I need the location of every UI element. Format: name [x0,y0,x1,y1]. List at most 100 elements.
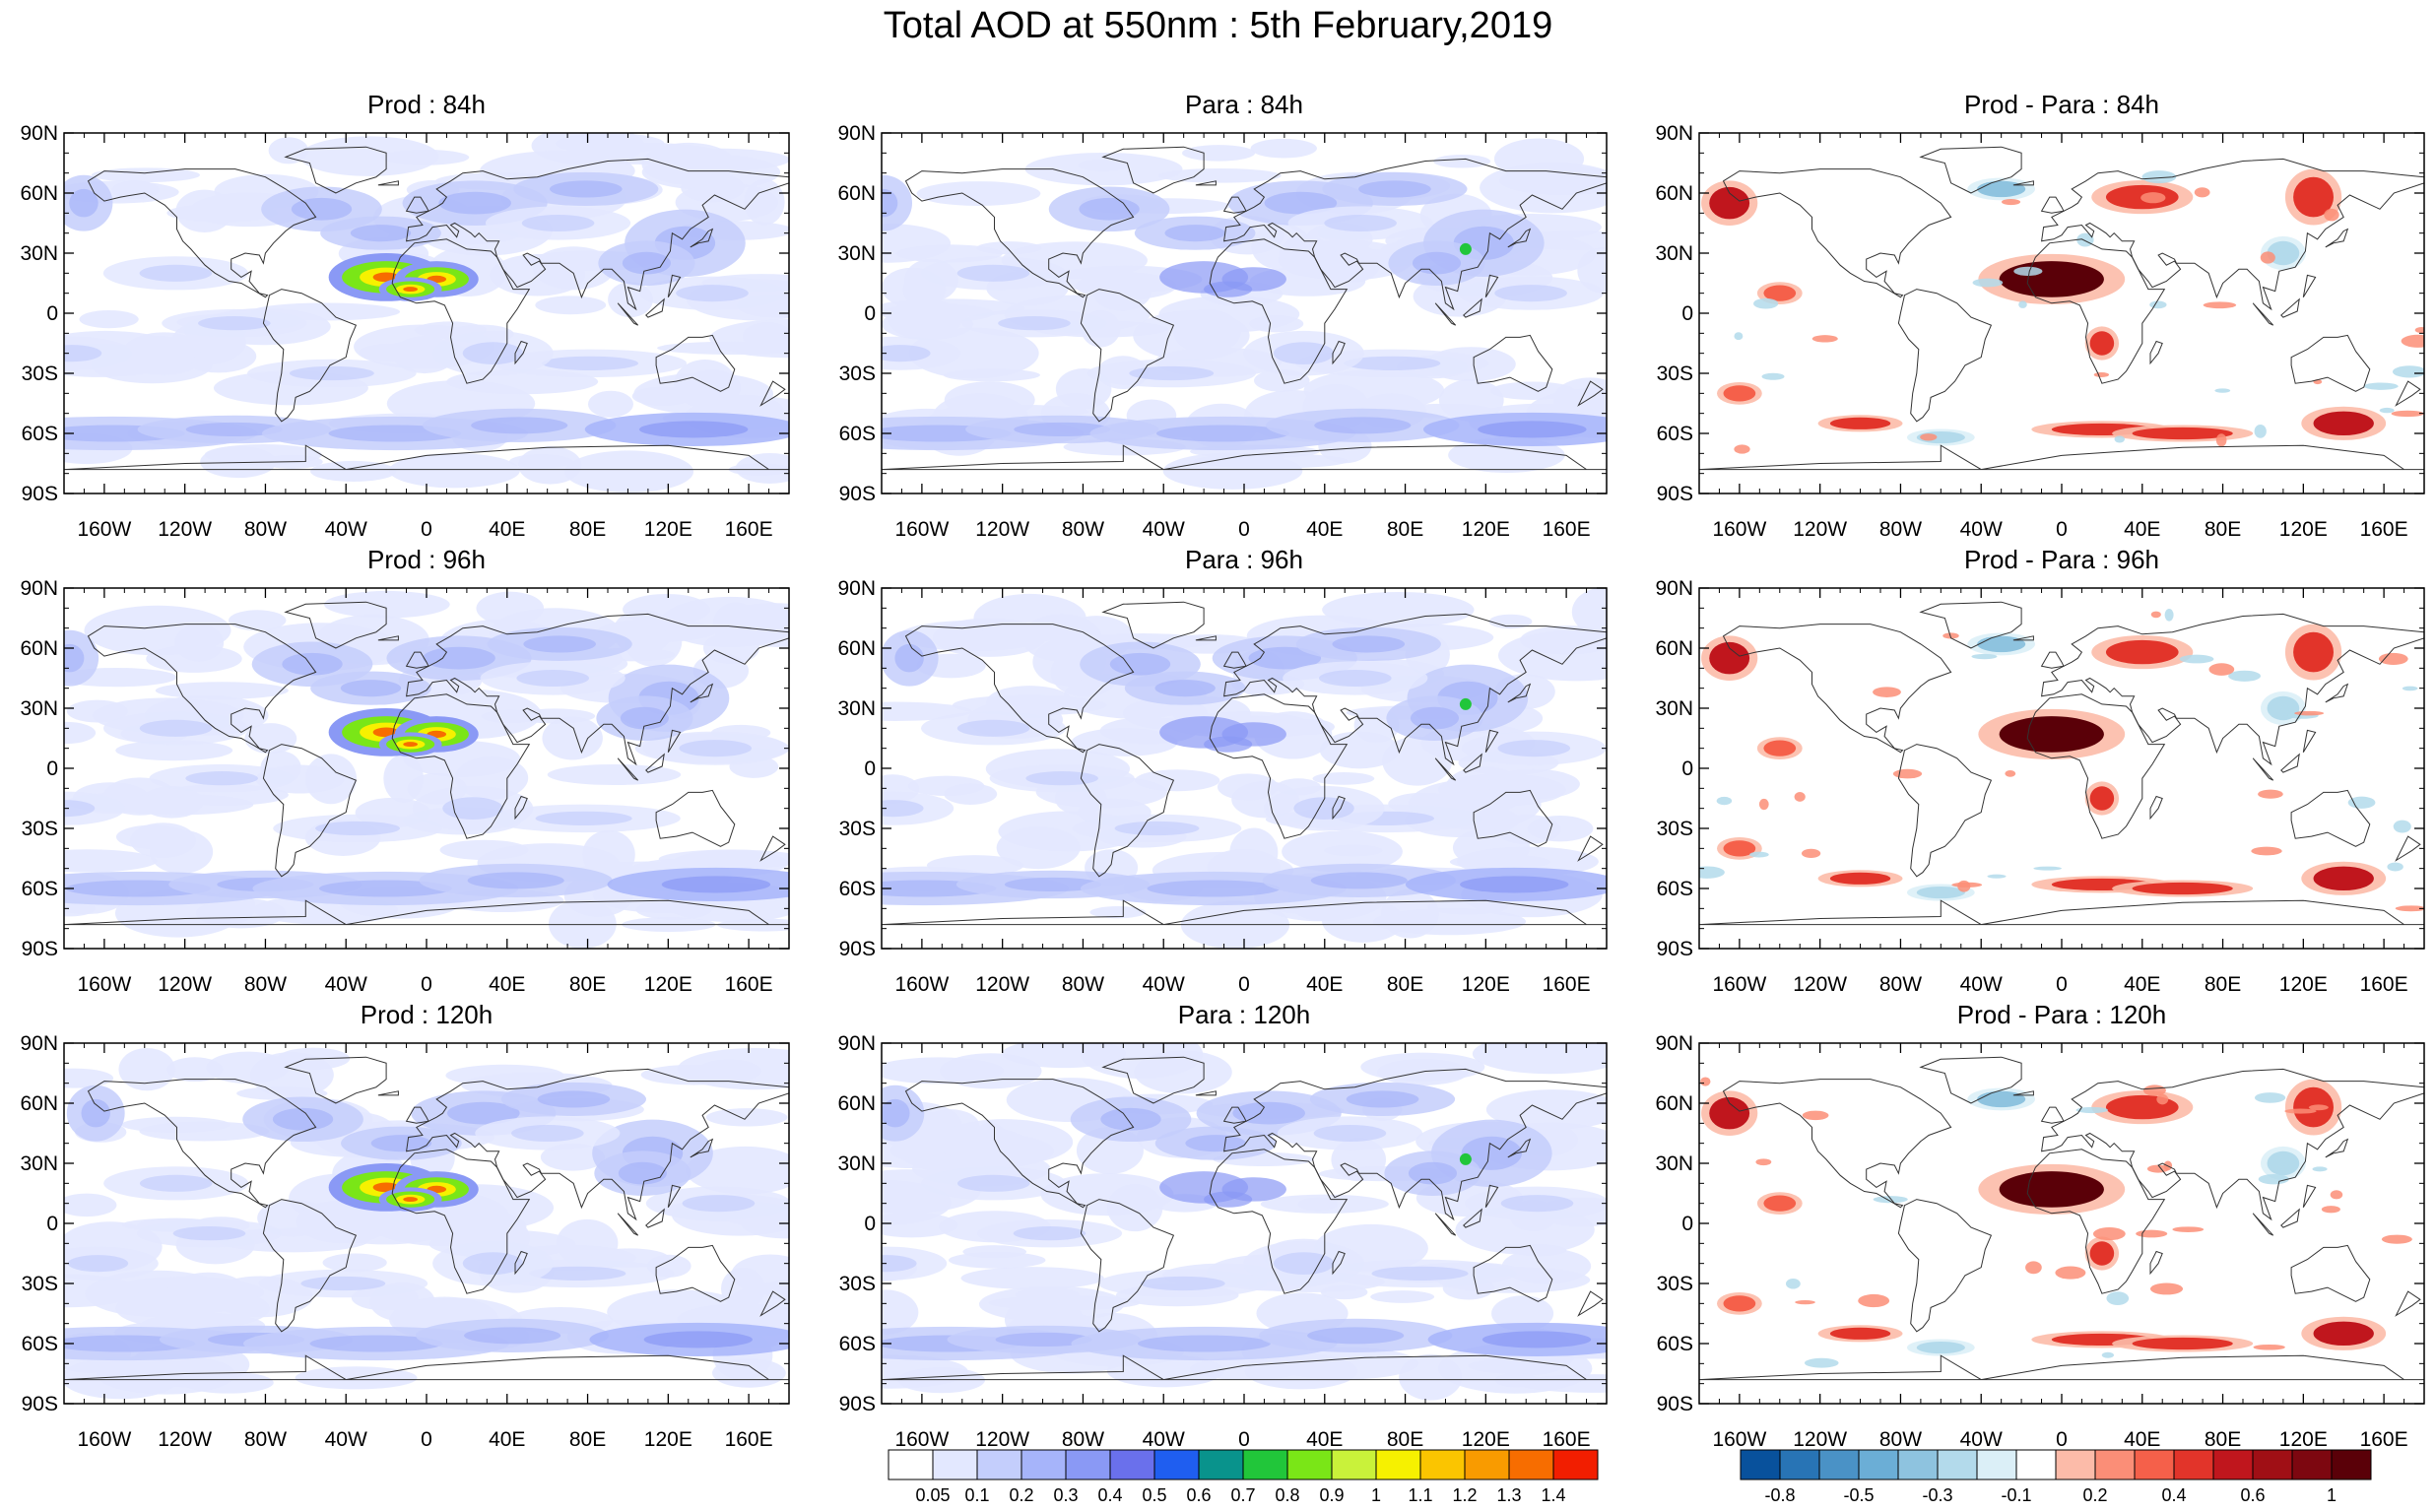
lon-tick-label: 80E [1387,973,1423,996]
lat-tick-label: 30N [837,697,876,720]
colorbar-label: 0.8 [1275,1485,1299,1505]
lon-tick-label: 120E [1462,1428,1510,1451]
map-svg: Prod - Para : 84h 90N 60N 30N 0 30S 60S 90S 160W… [1655,90,2425,541]
lat-tick-label: 60N [837,637,876,660]
lat-tick-label: 90N [1655,1032,1693,1055]
lon-tick-label: 160E [725,518,773,541]
colorbar-label: 0.2 [1009,1485,1033,1505]
colorbar-swatch [1508,1449,1554,1480]
lat-tick-label: 30N [20,697,58,720]
lon-tick-label: 40E [1306,1428,1343,1451]
panel-title: Para : 120h [1178,1000,1310,1029]
lat-tick-label: 90S [1657,1393,1693,1415]
lat-tick-label: 60S [22,1333,58,1355]
colorbar-label: 0.1 [964,1485,989,1505]
lat-tick-label: 0 [864,302,876,325]
lon-tick-label: 0 [1238,973,1250,996]
lat-tick-label: 30S [22,362,58,385]
map-svg: Prod : 84h 90N 60N 30N 0 30S 60S 90S 160W 120W 80W… [20,90,790,541]
lat-tick-label: 30N [1655,242,1693,265]
colorbar-swatch [1065,1449,1111,1480]
map-svg: Prod - Para : 120h 90N 60N 30N 0 30S 60S 90S 160… [1655,1000,2425,1451]
map-svg: Prod : 120h 90N 60N 30N 0 30S 60S 90S 160W 120W 80… [20,1000,790,1451]
lon-tick-label: 160E [2360,973,2408,996]
lat-tick-label: 90S [22,938,58,960]
panel-diff-120h: Prod - Para : 120h 90N 60N 30N 0 30S 60S 90S 160… [1635,994,2425,1451]
lon-tick-label: 80W [1879,1428,1922,1451]
colorbar-label: 0.5 [1142,1485,1166,1505]
colorbar-label: -0.8 [1764,1485,1795,1505]
lat-tick-label: 60N [837,1092,876,1115]
lat-tick-label: 60S [1657,878,1693,900]
colorbar-swatch [2291,1449,2333,1480]
lat-tick-label: 60S [839,1333,876,1355]
lat-tick-label: 30S [1657,818,1693,840]
map-svg: Para : 120h 90N 60N 30N 0 30S 60S 90S 160W 120W 80… [837,1000,1608,1451]
colorbar-swatch [1153,1449,1200,1480]
lon-tick-label: 160E [2360,518,2408,541]
lon-tick-label: 160E [725,973,773,996]
colorbar-swatch [1242,1449,1288,1480]
lat-tick-label: 30S [22,1273,58,1295]
colorbar-label: 0.6 [1186,1485,1211,1505]
colorbar-swatch [1897,1449,1939,1480]
lon-tick-label: 80E [2205,973,2241,996]
lon-tick-label: 160W [894,973,949,996]
lon-tick-label: 160E [1543,973,1591,996]
panel-title: Para : 96h [1185,545,1303,574]
colorbar-label: 0.4 [1097,1485,1122,1505]
lon-tick-label: 80E [2205,518,2241,541]
panel-para-96h: Para : 96h 90N 60N 30N 0 30S 60S 90S 160W 120W 80W… [818,539,1608,996]
panel-title: Prod - Para : 96h [1964,545,2159,574]
panel-para-84h: Para : 84h 90N 60N 30N 0 30S 60S 90S 160W 120W 80W… [818,84,1608,541]
lon-tick-label: 40E [489,518,525,541]
lat-tick-label: 90S [22,483,58,505]
lon-tick-label: 40E [2124,1428,2160,1451]
lat-tick-label: 30S [839,818,876,840]
colorbar-label: 0.2 [2082,1485,2107,1505]
figure-title: Total AOD at 550nm : 5th February,2019 [883,5,1553,46]
panel-title: Prod : 96h [367,545,486,574]
lon-tick-label: 160W [1712,973,1766,996]
map-svg: Prod : 96h 90N 60N 30N 0 30S 60S 90S 160W 120W 80W… [20,545,790,996]
lon-tick-label: 80E [569,1428,606,1451]
lon-tick-label: 80E [2205,1428,2241,1451]
lon-tick-label: 0 [2056,518,2068,541]
lat-tick-label: 30S [1657,362,1693,385]
colorbar-swatch [1464,1449,1510,1480]
lat-tick-label: 60N [837,182,876,205]
map-svg: Prod - Para : 96h 90N 60N 30N 0 30S 60S 90S 160W… [1655,545,2425,996]
panel-para-120h: Para : 120h 90N 60N 30N 0 30S 60S 90S 160W 120W 80… [818,994,1608,1451]
colorbar-label: 1.2 [1452,1485,1477,1505]
map-svg: Para : 96h 90N 60N 30N 0 30S 60S 90S 160W 120W 80W… [837,545,1608,996]
lat-tick-label: 60N [20,637,58,660]
colorbar-swatch [2252,1449,2293,1480]
colorbar-label: 1.4 [1541,1485,1565,1505]
lon-tick-label: 80E [1387,1428,1423,1451]
lon-tick-label: 0 [2056,1428,2068,1451]
colorbar-label: 1.1 [1408,1485,1432,1505]
colorbar-swatch [2015,1449,2057,1480]
lat-tick-label: 90S [839,938,876,960]
lat-tick-label: 90S [1657,483,1693,505]
panel-title: Prod - Para : 120h [1957,1000,2166,1029]
panel-diff-96h: Prod - Para : 96h 90N 60N 30N 0 30S 60S 90S 160W… [1635,539,2425,996]
lat-tick-label: 60S [22,878,58,900]
lat-tick-label: 90S [1657,938,1693,960]
colorbar-swatch [932,1449,978,1480]
lon-tick-label: 80E [1387,518,1423,541]
lon-tick-label: 0 [1238,1428,1250,1451]
panel-title: Prod : 84h [367,90,486,119]
lat-tick-label: 60N [1655,182,1693,205]
lon-tick-label: 160W [77,518,131,541]
colorbar-label: 0.6 [2240,1485,2265,1505]
lon-tick-label: 120W [158,973,212,996]
lat-tick-label: 0 [46,757,58,780]
lon-tick-label: 0 [421,973,432,996]
lon-tick-label: 120W [1793,1428,1847,1451]
map-svg: Para : 84h 90N 60N 30N 0 30S 60S 90S 160W 120W 80W… [837,90,1608,541]
lon-tick-label: 40W [1143,973,1185,996]
colorbar-swatch [2331,1449,2372,1480]
lat-tick-label: 0 [864,757,876,780]
lon-tick-label: 120W [158,1428,212,1451]
